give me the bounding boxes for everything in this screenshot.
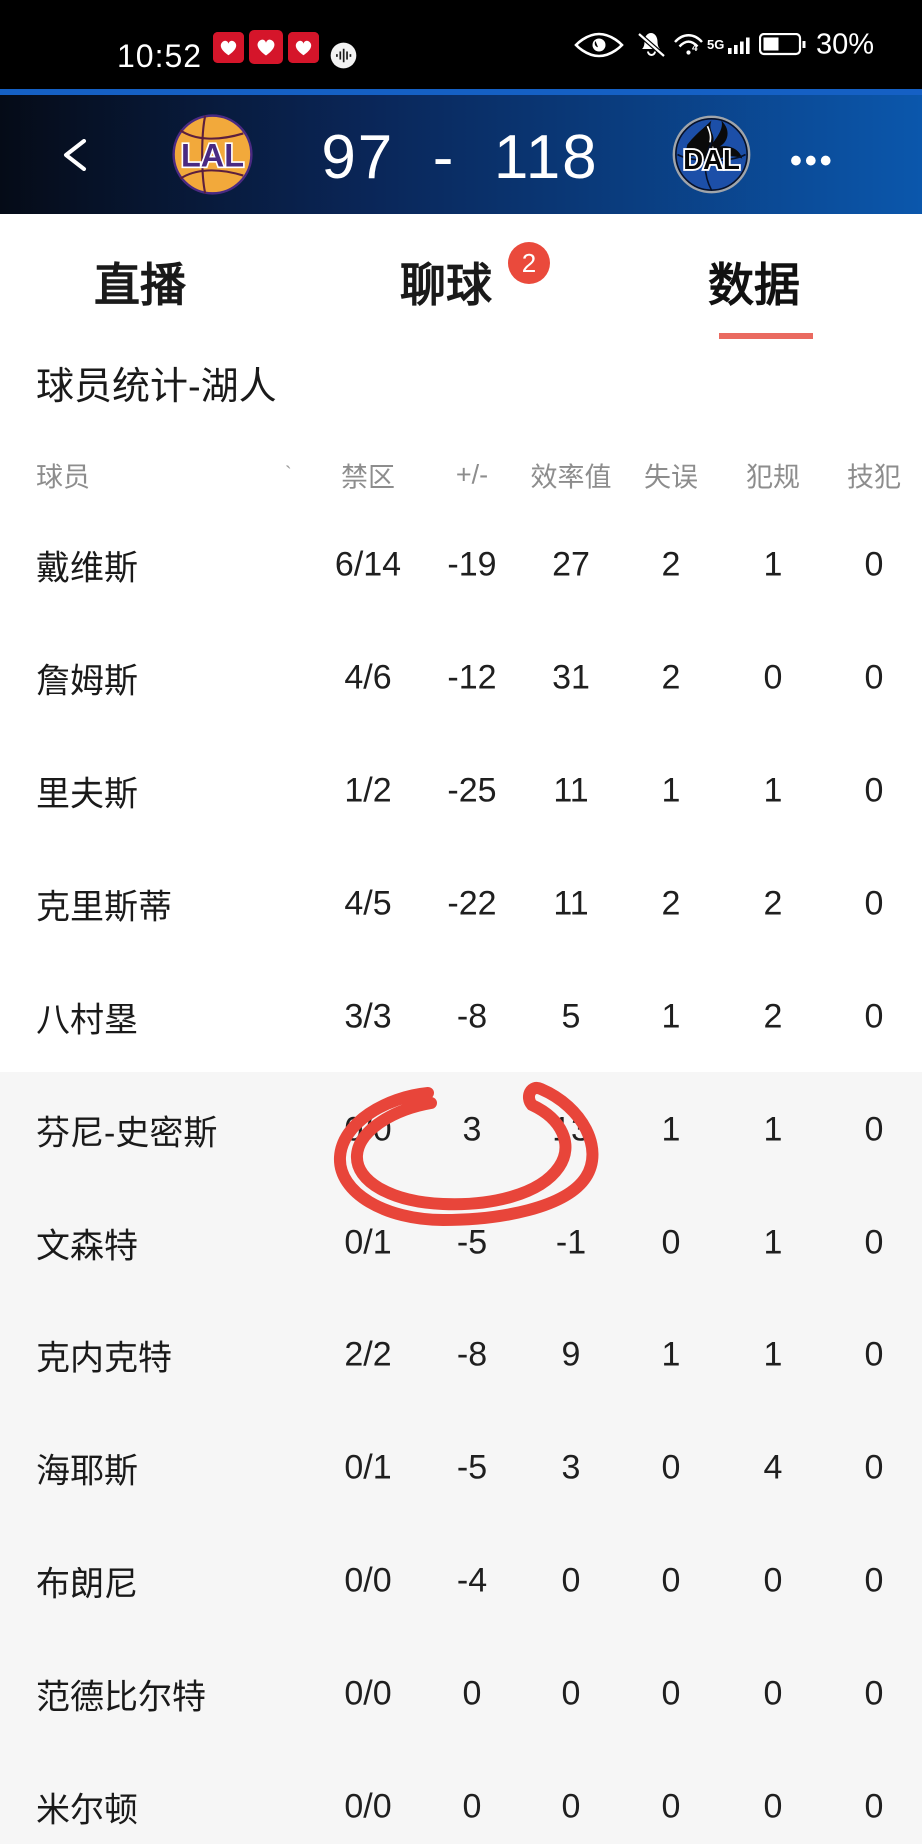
svg-text:4: 4 [692,43,698,54]
svg-text:5G: 5G [707,38,724,52]
svg-text:DAL: DAL [683,144,740,175]
svg-text:LAL: LAL [181,138,244,174]
